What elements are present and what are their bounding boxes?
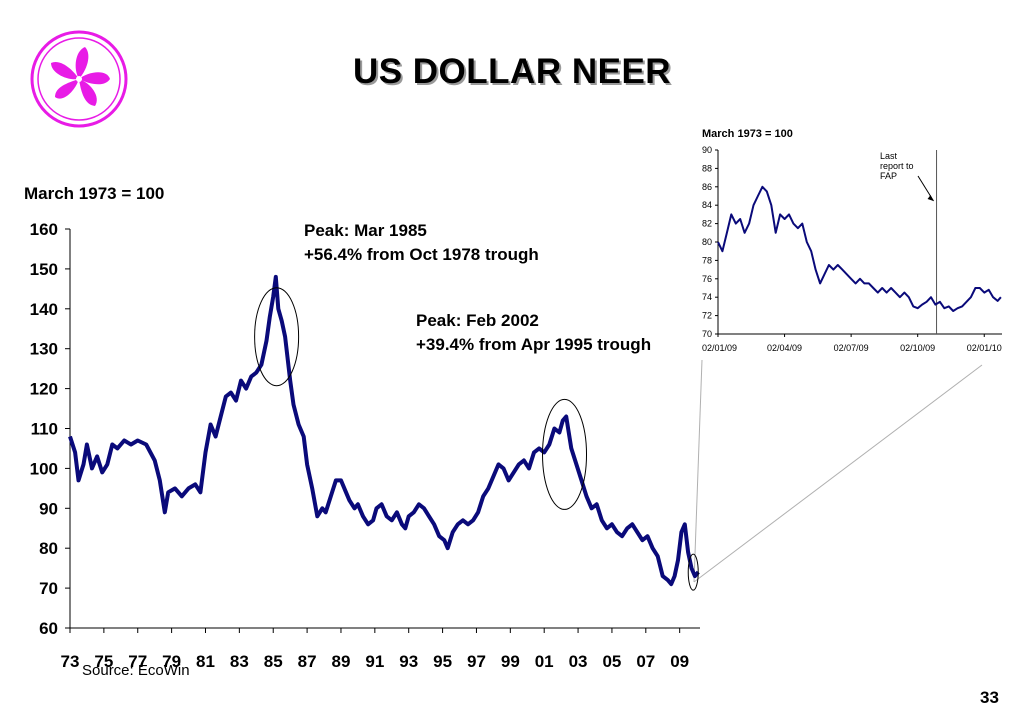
x-tick-label: 85 — [264, 652, 283, 671]
zoom-region-highlight — [687, 553, 699, 591]
y-tick-label: 100 — [30, 459, 58, 478]
inset-y-tick-label: 88 — [702, 163, 712, 173]
peak-2002-highlight — [542, 398, 588, 510]
source-note: Source: EcoWin — [82, 662, 190, 679]
x-tick-label: 01 — [535, 652, 554, 671]
x-tick-label: 99 — [501, 652, 520, 671]
y-tick-label: 70 — [39, 579, 58, 598]
x-tick-label: 93 — [399, 652, 418, 671]
x-tick-label: 77 — [128, 652, 147, 671]
x-tick-label: 05 — [602, 652, 621, 671]
inset-y-tick-label: 72 — [702, 311, 712, 321]
y-tick-label: 120 — [30, 380, 58, 399]
inset-annotation-line: FAP — [880, 171, 897, 181]
y-tick-label: 80 — [39, 539, 58, 558]
x-tick-label: 79 — [162, 652, 181, 671]
inset-series-line — [717, 185, 1002, 312]
neer-series-line — [68, 274, 700, 587]
x-tick-label: 07 — [636, 652, 655, 671]
inset-annotation-line: report to — [880, 161, 914, 171]
x-tick-label: 73 — [61, 652, 80, 671]
y-tick-label: 110 — [31, 420, 58, 439]
inset-x-tick-label: 02/10/09 — [900, 343, 935, 353]
peak-2002-annotation: Peak: Feb 2002 +39.4% from Apr 1995 trou… — [416, 309, 651, 357]
x-tick-label: 03 — [569, 652, 588, 671]
inset-x-tick-label: 02/04/09 — [767, 343, 802, 353]
x-tick-label: 09 — [670, 652, 689, 671]
y-tick-label: 150 — [30, 260, 58, 279]
y-tick-label: 130 — [30, 340, 58, 359]
inset-chart: 70 72 74 76 78 80 82 84 86 88 90 02/01/09 02/04/09 02… — [702, 145, 1002, 353]
inset-y-tick-label: 70 — [702, 329, 712, 339]
inset-x-tick-label: 02/07/09 — [834, 343, 869, 353]
inset-y-tick-label: 78 — [702, 255, 712, 265]
y-tick-label: 60 — [39, 619, 58, 638]
inset-y-tick-label: 90 — [702, 145, 712, 155]
x-tick-label: 83 — [230, 652, 249, 671]
x-tick-label: 97 — [467, 652, 486, 671]
inset-y-tick-label: 74 — [702, 292, 712, 302]
x-tick-label: 81 — [196, 652, 215, 671]
main-chart: 60 70 80 90 100 110 120 130 140 150 160 73 75 77 79 81 8… — [30, 220, 700, 671]
inset-x-tick-label: 02/01/10 — [967, 343, 1002, 353]
peak-1985-annotation: Peak: Mar 1985 +56.4% from Oct 1978 trou… — [304, 219, 539, 267]
y-tick-label: 160 — [30, 220, 58, 239]
inset-y-tick-label: 82 — [702, 219, 712, 229]
slide-title: US DOLLAR NEER — [352, 52, 672, 91]
page-number: 33 — [980, 688, 999, 707]
x-tick-label: 89 — [332, 652, 351, 671]
inset-arrow-head — [927, 195, 934, 201]
inset-y-tick-label: 84 — [702, 200, 712, 210]
y-tick-label: 140 — [30, 300, 58, 319]
x-tick-label: 95 — [433, 652, 452, 671]
peak-2002-title: Peak: Feb 2002 — [416, 311, 539, 330]
peak-1985-title: Peak: Mar 1985 — [304, 221, 427, 240]
main-chart-unit-label: March 1973 = 100 — [24, 184, 165, 203]
peak-1985-change: +56.4% from Oct 1978 trough — [304, 245, 539, 264]
inset-y-tick-label: 76 — [702, 274, 712, 284]
inset-annotation-line: Last — [880, 151, 898, 161]
x-tick-label: 75 — [94, 652, 113, 671]
inset-y-tick-label: 86 — [702, 182, 712, 192]
inset-x-tick-label: 02/01/09 — [702, 343, 737, 353]
peak-2002-change: +39.4% from Apr 1995 trough — [416, 335, 652, 354]
inset-y-tick-label: 80 — [702, 237, 712, 247]
peak-1985-highlight — [254, 287, 300, 387]
y-tick-label: 90 — [39, 499, 58, 518]
hk-bauhinia-icon — [30, 30, 128, 128]
x-tick-label: 91 — [365, 652, 384, 671]
inset-chart-unit-label: March 1973 = 100 — [702, 128, 793, 140]
x-tick-label: 87 — [298, 652, 317, 671]
